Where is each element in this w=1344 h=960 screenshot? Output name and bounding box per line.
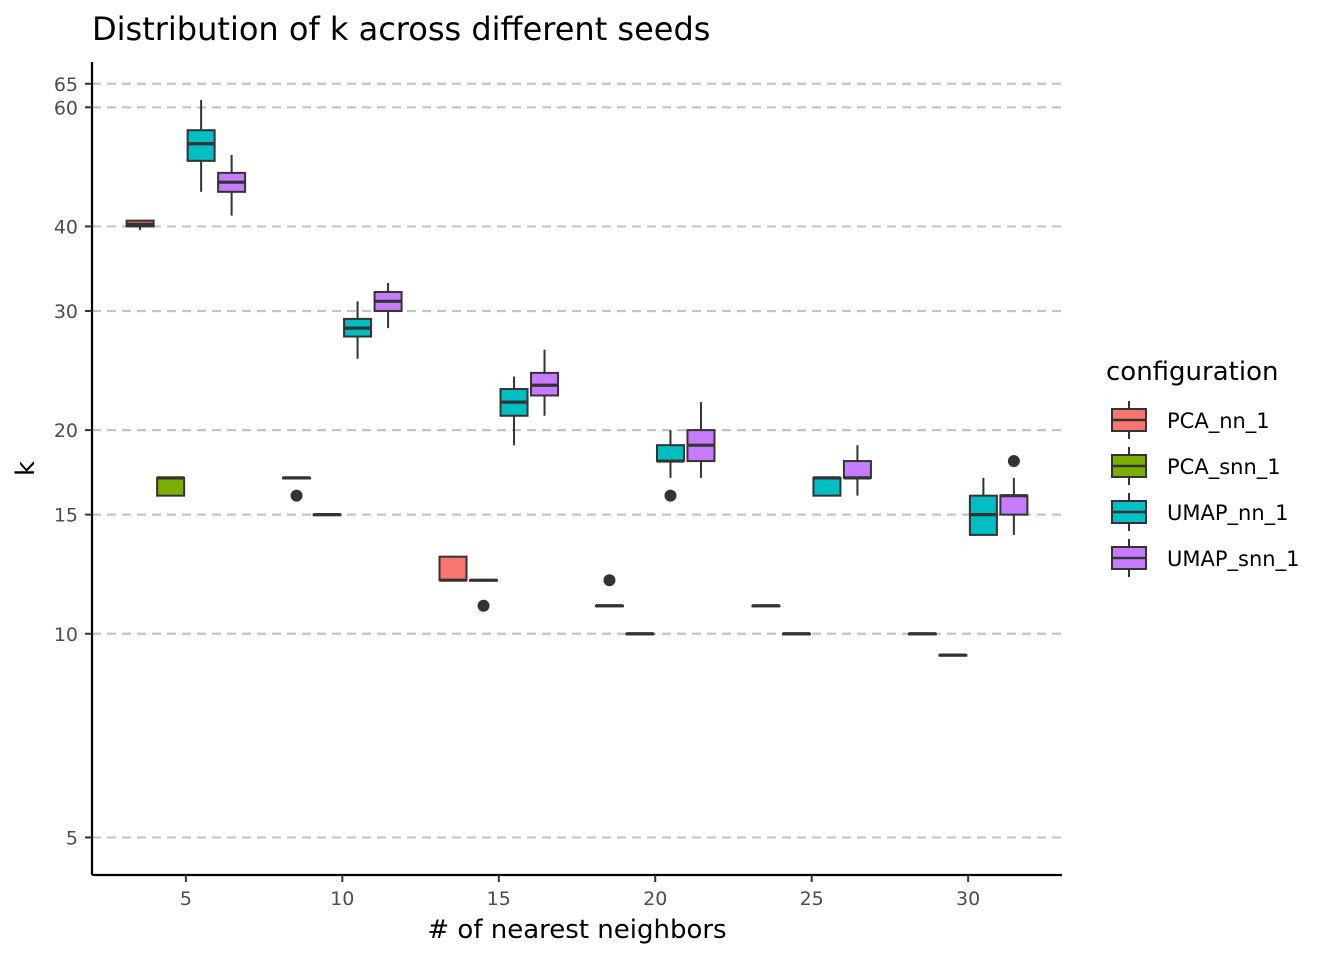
box-UMAP_nn_1-20 — [655, 430, 685, 502]
legend-title: configuration — [1106, 357, 1278, 387]
outlier-point — [477, 599, 490, 612]
legend: configuration PCA_nn_1 PCA_snn_1 UMAP_nn_1… — [1106, 357, 1299, 577]
box-UMAP_nn_1-15 — [499, 376, 529, 446]
box-PCA_snn_1-30 — [938, 653, 968, 657]
box-PCA_snn_1-25 — [781, 632, 811, 636]
box-PCA_snn_1-15 — [469, 578, 499, 612]
box-UMAP_nn_1-5 — [186, 100, 216, 192]
series-PCA_nn_1 — [125, 219, 937, 636]
box-marks — [125, 100, 1029, 657]
series-UMAP_snn_1 — [217, 155, 1029, 535]
outlier-point — [1007, 455, 1020, 468]
box-PCA_nn_1-10 — [282, 476, 312, 502]
box-body — [186, 129, 216, 162]
box-PCA_snn_1-10 — [312, 513, 342, 517]
outlier-point — [664, 489, 677, 502]
box-UMAP_snn_1-30 — [999, 455, 1029, 535]
grid-lines — [92, 82, 1062, 839]
box-body — [438, 555, 468, 582]
box-body — [842, 460, 872, 479]
box-PCA_nn_1-30 — [907, 632, 937, 636]
box-UMAP_snn_1-5 — [217, 155, 247, 216]
x-tick-label: 10 — [330, 888, 354, 910]
legend-key-UMAP_snn_1 — [1111, 539, 1147, 577]
box-UMAP_snn_1-25 — [842, 445, 872, 496]
y-tick-label: 65 — [54, 74, 78, 96]
outlier-point — [290, 489, 303, 502]
box-UMAP_nn_1-25 — [812, 476, 842, 497]
y-tick-label: 30 — [54, 301, 78, 323]
legend-label: PCA_snn_1 — [1167, 455, 1281, 480]
y-tick-label: 5 — [66, 827, 78, 849]
x-tick-label: 25 — [800, 888, 824, 910]
box-PCA_snn_1-5 — [156, 476, 186, 497]
x-tick-label: 30 — [956, 888, 980, 910]
x-tick-label: 15 — [487, 888, 511, 910]
y-tick-label: 60 — [54, 97, 78, 119]
box-PCA_nn_1-15 — [438, 555, 468, 582]
legend-key-UMAP_nn_1 — [1111, 493, 1147, 531]
box-body — [655, 444, 685, 463]
series-PCA_snn_1 — [156, 476, 968, 657]
chart-title: Distribution of k across different seeds — [92, 10, 710, 48]
box-body — [999, 494, 1029, 516]
y-tick-label: 20 — [54, 420, 78, 442]
legend-label: PCA_nn_1 — [1167, 409, 1270, 434]
y-tick-label: 40 — [54, 216, 78, 238]
box-UMAP_snn_1-10 — [373, 282, 403, 329]
y-axis-title: k — [11, 461, 41, 476]
outlier-point — [603, 574, 616, 587]
legend-key-PCA_snn_1 — [1111, 447, 1147, 485]
x-axis-title: # of nearest neighbors — [427, 915, 726, 945]
x-tick-label: 20 — [643, 888, 667, 910]
box-body — [812, 476, 842, 497]
legend-label: UMAP_snn_1 — [1167, 547, 1299, 572]
legend-key-PCA_nn_1 — [1111, 401, 1147, 439]
y-tick-label: 10 — [54, 624, 78, 646]
box-body — [156, 476, 186, 497]
axes — [90, 62, 1062, 877]
box-PCA_nn_1-25 — [751, 604, 781, 608]
box-UMAP_nn_1-10 — [343, 301, 373, 359]
box-PCA_nn_1-20 — [594, 574, 624, 608]
x-tick-label: 5 — [180, 888, 192, 910]
y-tick-label: 15 — [54, 505, 78, 527]
box-UMAP_snn_1-15 — [530, 349, 560, 416]
box-PCA_nn_1-5 — [125, 219, 155, 231]
x-axis-ticks: 5 10 15 20 25 30 — [180, 875, 980, 910]
box-UMAP_nn_1-30 — [968, 477, 998, 536]
legend-label: UMAP_nn_1 — [1167, 501, 1289, 526]
box-UMAP_snn_1-20 — [686, 402, 716, 478]
series-UMAP_nn_1 — [186, 100, 998, 536]
box-PCA_snn_1-20 — [625, 632, 655, 636]
